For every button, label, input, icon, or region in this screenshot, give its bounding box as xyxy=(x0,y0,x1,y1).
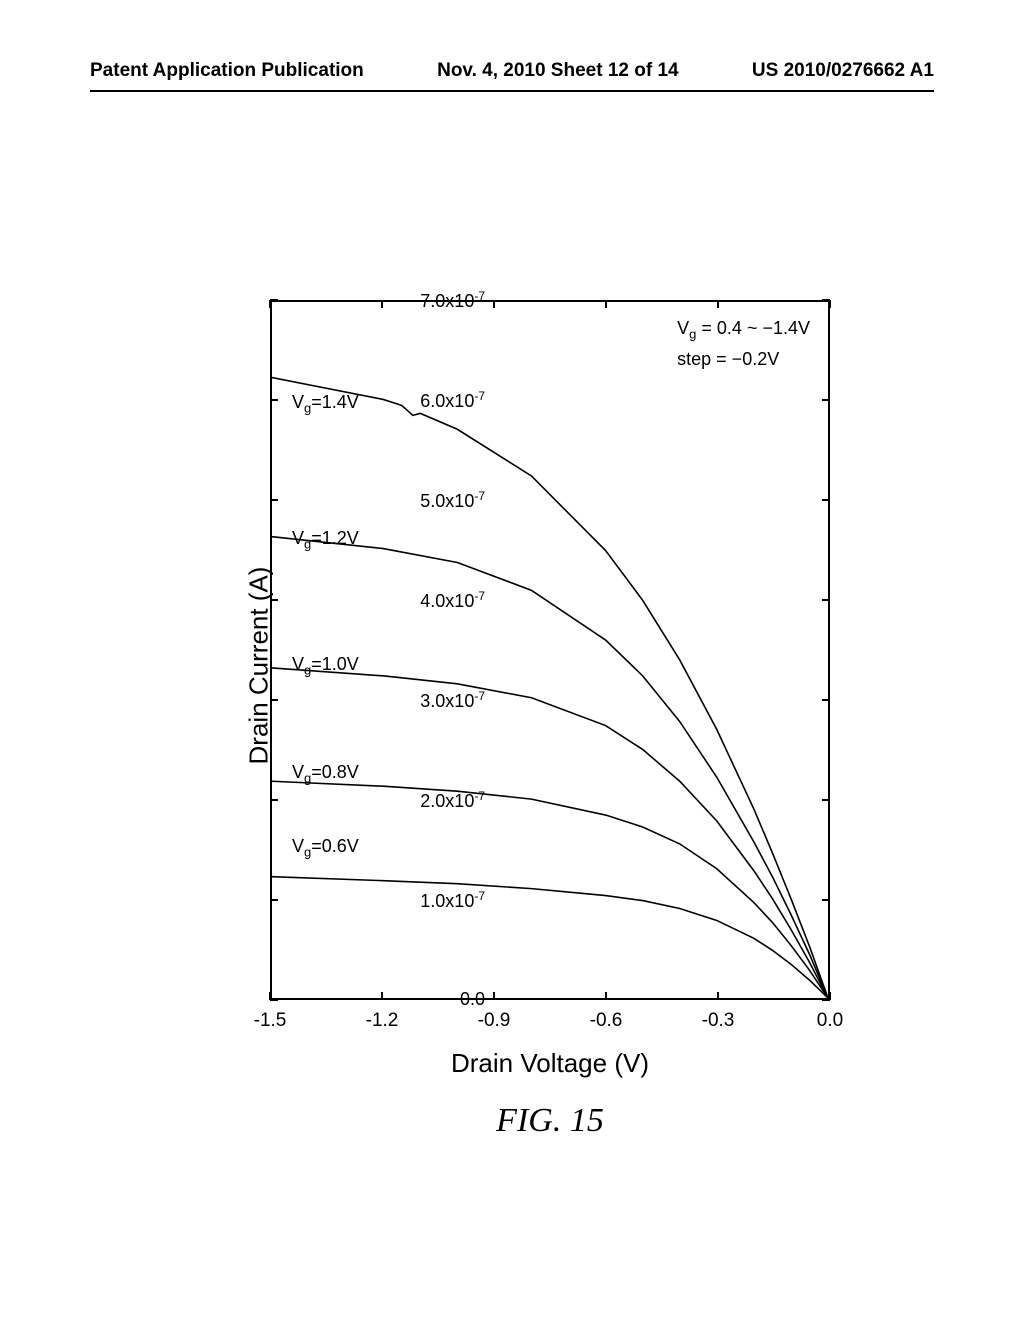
x-tick xyxy=(381,992,383,1000)
x-tick-label: -0.6 xyxy=(576,1010,636,1032)
y-tick xyxy=(822,699,830,701)
y-tick-label: 5.0x10-7 xyxy=(385,489,485,512)
y-tick xyxy=(270,899,278,901)
y-tick xyxy=(270,699,278,701)
x-tick-label: -0.3 xyxy=(688,1010,748,1032)
header-rule xyxy=(90,90,934,92)
y-tick-label: 7.0x10-7 xyxy=(385,289,485,312)
y-tick xyxy=(822,899,830,901)
y-tick xyxy=(822,599,830,601)
curve-label-0p8: Vg=0.8V xyxy=(292,762,359,786)
sweep-annotation: Vg = 0.4 ~ −1.4V step = −0.2V xyxy=(677,314,810,374)
iv-curve-figure: Drain Current (A) Vg = 0.4 ~ −1.4V step … xyxy=(120,240,900,1140)
y-tick xyxy=(822,399,830,401)
y-tick-label: 3.0x10-7 xyxy=(385,689,485,712)
curve-label-0p6: Vg=0.6V xyxy=(292,836,359,860)
x-tick xyxy=(829,992,831,1000)
y-tick-label: 0.0 xyxy=(385,989,485,1010)
iv-curve xyxy=(272,668,828,998)
y-tick xyxy=(822,499,830,501)
x-tick-label: 0.0 xyxy=(800,1010,860,1032)
y-tick xyxy=(270,499,278,501)
iv-curve xyxy=(272,378,828,998)
x-tick xyxy=(717,300,719,308)
x-tick xyxy=(381,300,383,308)
x-tick-label: -1.2 xyxy=(352,1010,412,1032)
x-tick xyxy=(717,992,719,1000)
y-tick xyxy=(822,799,830,801)
curve-label-1p2: Vg=1.2V xyxy=(292,528,359,552)
y-tick xyxy=(270,799,278,801)
y-tick-label: 6.0x10-7 xyxy=(385,389,485,412)
y-tick xyxy=(270,999,278,1001)
x-axis-label: Drain Voltage (V) xyxy=(270,1048,830,1079)
x-tick xyxy=(493,300,495,308)
y-tick xyxy=(270,599,278,601)
curve-label-1p0: Vg=1.0V xyxy=(292,654,359,678)
x-tick xyxy=(605,992,607,1000)
header-center: Nov. 4, 2010 Sheet 12 of 14 xyxy=(437,60,679,82)
y-tick-label: 1.0x10-7 xyxy=(385,889,485,912)
x-tick xyxy=(605,300,607,308)
y-tick-label: 4.0x10-7 xyxy=(385,589,485,612)
x-tick-label: -0.9 xyxy=(464,1010,524,1032)
plot-area: Vg = 0.4 ~ −1.4V step = −0.2V Vg=0.6V Vg… xyxy=(270,300,830,1000)
y-tick-label: 2.0x10-7 xyxy=(385,789,485,812)
x-tick-label: -1.5 xyxy=(240,1010,300,1032)
x-tick xyxy=(493,992,495,1000)
y-tick xyxy=(270,299,278,301)
figure-caption: FIG. 15 xyxy=(270,1102,830,1140)
header-right: US 2010/0276662 A1 xyxy=(752,60,934,82)
curve-label-1p4: Vg=1.4V xyxy=(292,392,359,416)
header-left: Patent Application Publication xyxy=(90,60,364,82)
x-tick xyxy=(269,992,271,1000)
x-tick xyxy=(269,300,271,308)
y-tick xyxy=(270,399,278,401)
x-tick xyxy=(829,300,831,308)
